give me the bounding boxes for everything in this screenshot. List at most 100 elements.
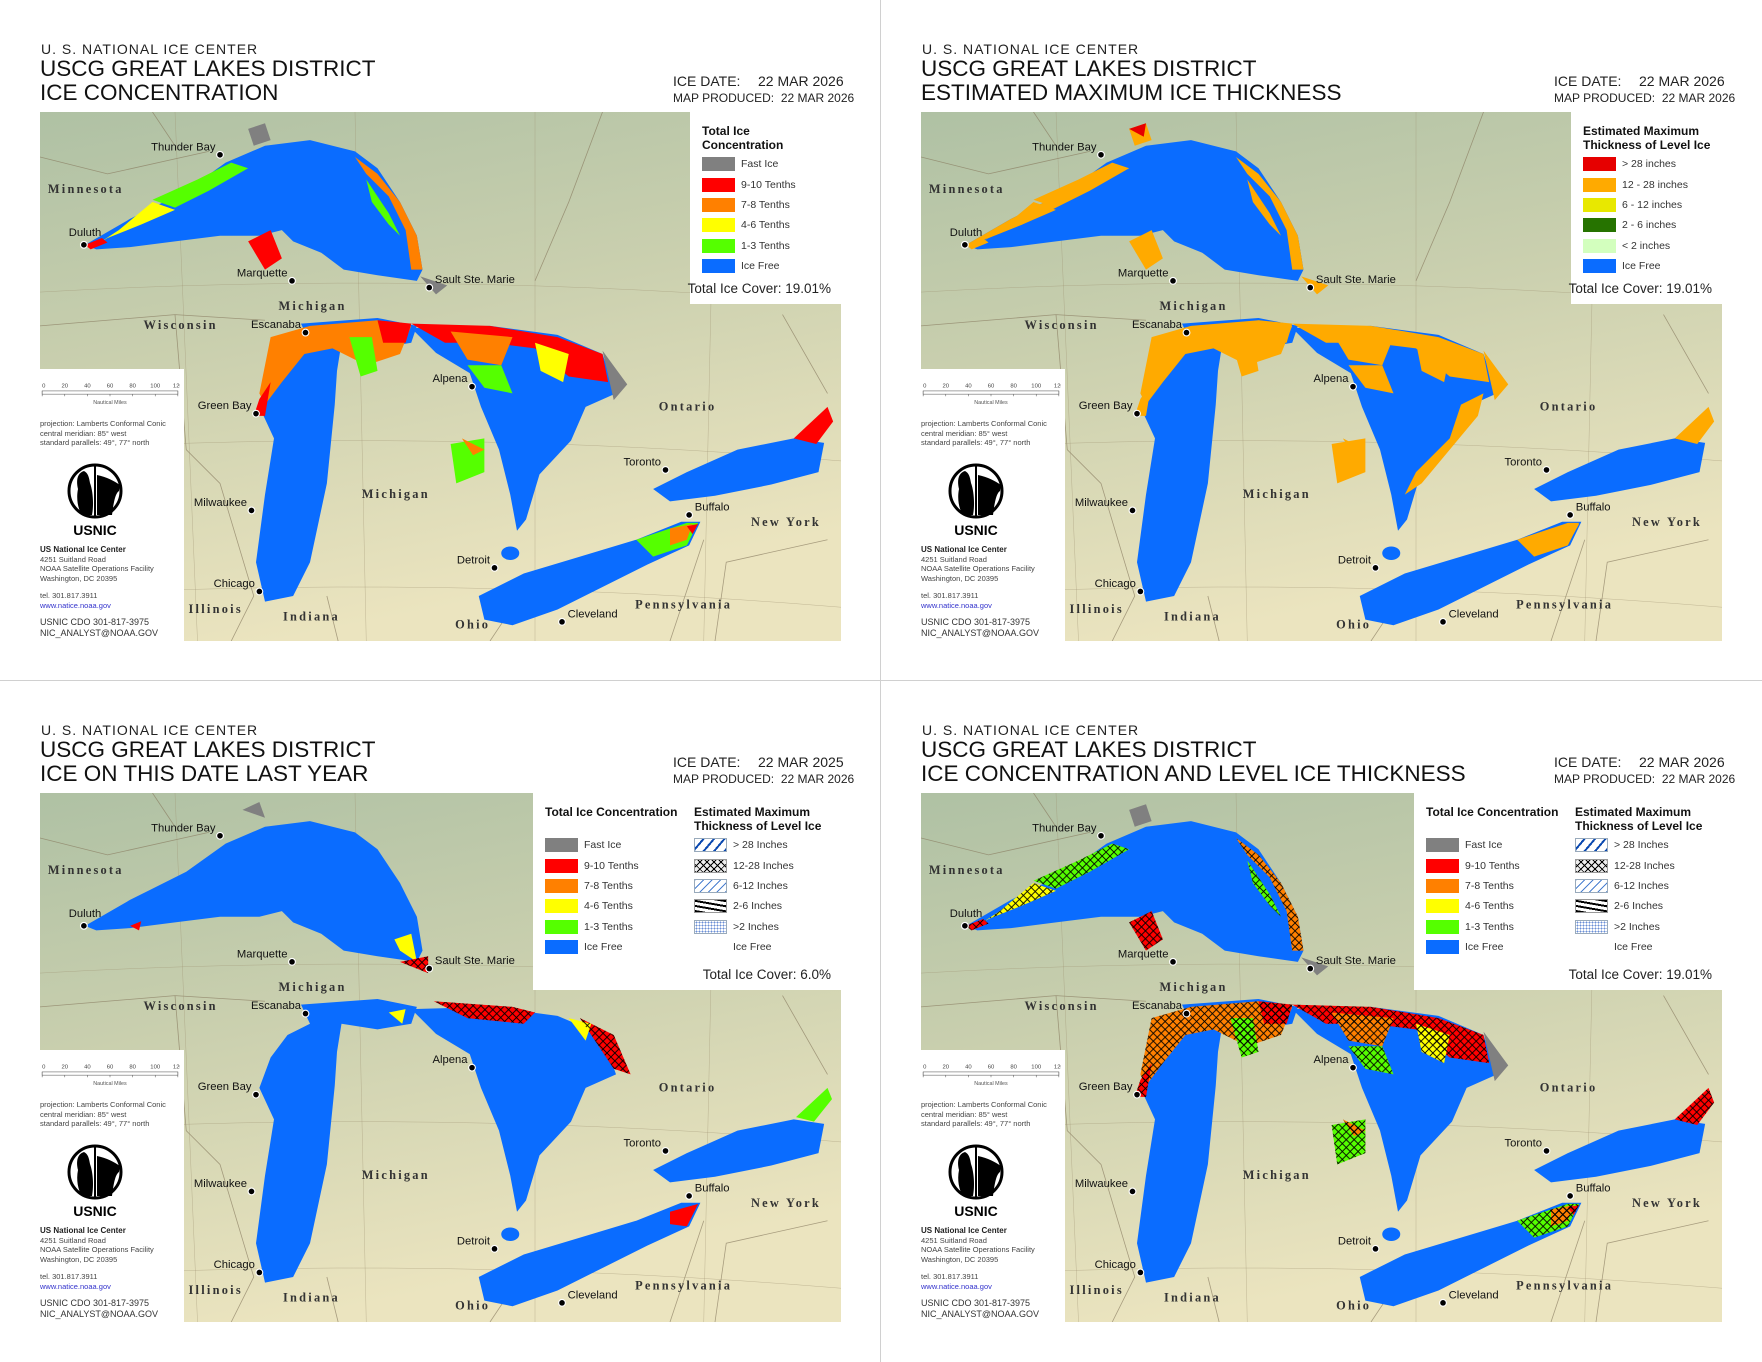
- city-label: Toronto: [623, 1137, 661, 1149]
- scale-tick-label: 20: [61, 384, 68, 390]
- region-label: Michigan: [279, 299, 347, 313]
- city-marker: Thunder Bay: [151, 141, 224, 159]
- website-link[interactable]: www.natice.noaa.gov: [921, 1281, 992, 1291]
- ice-area-t12-28: [1416, 342, 1450, 383]
- projection-text: projection: Lamberts Conformal Conic: [921, 419, 1047, 428]
- region-label: Minnesota: [48, 863, 124, 877]
- lake-superior: [966, 140, 1304, 281]
- scale-tick-label: 40: [84, 1065, 91, 1071]
- legend-label: Fast Ice: [584, 839, 622, 852]
- region-label: Minnesota: [929, 863, 1005, 877]
- region-label: Ohio: [1336, 1299, 1371, 1313]
- scale-tick-label: 60: [988, 1065, 995, 1071]
- ice-area-t12-28: [1674, 406, 1715, 445]
- city-label: Alpena: [1313, 1054, 1349, 1066]
- scale-tick-label: 80: [129, 1065, 136, 1071]
- city-label: Green Bay: [1079, 1081, 1133, 1093]
- total-ice-cover: Total Ice Cover: 6.0%: [702, 967, 831, 982]
- region-label: Michigan: [1243, 1168, 1311, 1182]
- city-marker: Alpena: [1313, 373, 1357, 391]
- legend-swatch: [1426, 899, 1459, 914]
- legend-concentration: Total Ice Concentration Fast Ice 9-10 Ten…: [545, 805, 682, 957]
- lake-michigan: [256, 317, 417, 602]
- city-marker: Escanaba: [251, 1000, 310, 1018]
- ice-thickness-hatch: [966, 919, 989, 931]
- org-name: US National Ice Center: [921, 545, 1007, 554]
- organization-info: US National Ice Center 4251 Suitland Roa…: [921, 1226, 1035, 1291]
- city-label: Thunder Bay: [151, 822, 216, 834]
- scale-tick-label: 60: [107, 1065, 114, 1071]
- analyst-email: NIC_ANALYST@NOAA.GOV: [921, 1309, 1039, 1319]
- legend-label: 12 - 28 inches: [1622, 178, 1688, 191]
- lake-michigan: [1137, 998, 1298, 1283]
- legend-label: >2 Inches: [1614, 920, 1660, 933]
- city-label: Sault Ste. Marie: [435, 955, 515, 967]
- info-box: 0 20 40 60 80 100 120 Nautical Miles projection…: [40, 369, 184, 641]
- city-marker: Cleveland: [558, 1289, 618, 1307]
- lake-ontario: [1534, 438, 1706, 502]
- legend-swatch: [545, 899, 578, 914]
- lake-michigan: [256, 998, 417, 1283]
- info-box: 0 20 40 60 80 100 120 Nautical Miles projection…: [921, 369, 1065, 641]
- city-marker: Sault Ste. Marie: [1306, 274, 1396, 292]
- city-marker: Chicago: [1095, 1259, 1145, 1277]
- website-link[interactable]: www.natice.noaa.gov: [921, 600, 992, 610]
- legend-label: 4-6 Tenths: [1465, 900, 1514, 913]
- region-label: Pennsylvania: [635, 597, 732, 611]
- city-label: Alpena: [432, 373, 468, 385]
- website-link[interactable]: www.natice.noaa.gov: [40, 600, 111, 610]
- scale-unit: Nautical Miles: [974, 400, 1008, 406]
- city-marker: Toronto: [1504, 1137, 1551, 1155]
- scale-tick-label: 100: [1031, 384, 1042, 390]
- contact-info: USNIC CDO 301-817-3975 NIC_ANALYST@NOAA.…: [40, 1298, 158, 1320]
- ice-area-t12-28: [1331, 331, 1394, 366]
- legend-swatch: [1583, 177, 1616, 192]
- parallels-text: standard parallels: 49°, 77° north: [921, 1119, 1031, 1128]
- legend-item: 12 - 28 inches: [1583, 174, 1712, 194]
- scale-tick-label: 0: [42, 1065, 46, 1071]
- chart-title-line1: USCG GREAT LAKES DISTRICT: [40, 737, 376, 762]
- legend-item: 4-6 Tenths: [1426, 896, 1563, 916]
- legend-swatch: [1575, 838, 1608, 853]
- city-marker: Detroit: [457, 1235, 499, 1253]
- address-line: Washington, DC 20395: [921, 1254, 999, 1264]
- contact-info: USNIC CDO 301-817-3975 NIC_ANALYST@NOAA.…: [921, 617, 1039, 639]
- city-marker: Green Bay: [198, 1081, 260, 1099]
- ice-thickness-hatch: [1551, 1204, 1574, 1227]
- ice-thickness-hatch: [1348, 1046, 1394, 1075]
- legend-item: Ice Free: [694, 937, 831, 957]
- city-marker: Thunder Bay: [1032, 822, 1105, 840]
- region-label: Michigan: [1160, 980, 1228, 994]
- legend-label: 6 - 12 inches: [1622, 198, 1683, 211]
- lake-stclair: [501, 1227, 520, 1241]
- map-produced: MAP PRODUCED: 22 MAR 2026: [1554, 91, 1735, 105]
- city-label: Milwaukee: [1075, 1178, 1128, 1190]
- ice-thickness-hatch: [1674, 1087, 1715, 1126]
- legend-swatch: [1426, 858, 1459, 873]
- city-label: Thunder Bay: [151, 141, 216, 153]
- ice-thickness-hatch: [1129, 911, 1163, 951]
- legend-swatch: [545, 838, 578, 853]
- city-label: Escanaba: [1132, 1000, 1183, 1012]
- map-produced: MAP PRODUCED: 22 MAR 2026: [673, 91, 854, 105]
- legend-concentration: Total Ice Concentration Fast Ice 9-10 Ten…: [1426, 805, 1563, 957]
- legend-swatch: [702, 259, 735, 274]
- projection-info: projection: Lamberts Conformal Conic cen…: [921, 419, 1047, 448]
- scale-tick-label: 80: [129, 384, 136, 390]
- total-ice-cover: Total Ice Cover: 19.01%: [1568, 967, 1712, 982]
- legend-item: >2 Inches: [694, 917, 831, 937]
- ice-area-c1-3: [152, 162, 249, 208]
- city-marker: Marquette: [1118, 267, 1177, 285]
- region-label: Ontario: [1540, 1080, 1598, 1094]
- ice-thickness-hatch: [1342, 1119, 1366, 1137]
- legend-item: 1-3 Tenths: [702, 236, 831, 256]
- legend-swatch: [694, 899, 727, 914]
- region-label: Ontario: [659, 399, 717, 413]
- website-link[interactable]: www.natice.noaa.gov: [40, 1281, 111, 1291]
- org-name: US National Ice Center: [40, 545, 126, 554]
- legend-item: > 28 Inches: [694, 835, 831, 855]
- legend-label: > 28 Inches: [1614, 839, 1669, 852]
- legend-item: 4-6 Tenths: [702, 215, 831, 235]
- address-line: 4251 Suitland Road: [921, 1235, 987, 1245]
- city-label: Buffalo: [1576, 501, 1611, 513]
